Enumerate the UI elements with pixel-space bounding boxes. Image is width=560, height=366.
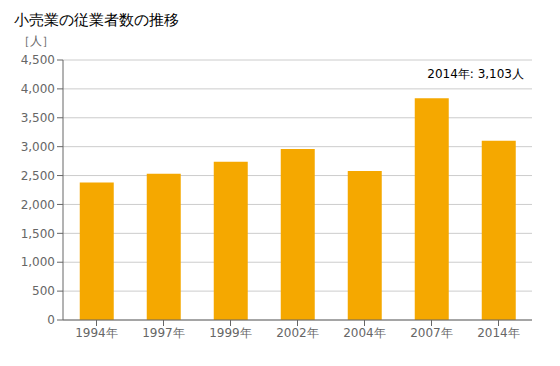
svg-text:1,000: 1,000 bbox=[21, 255, 55, 269]
svg-text:2007年: 2007年 bbox=[410, 326, 453, 340]
svg-text:3,000: 3,000 bbox=[21, 140, 55, 154]
svg-text:4,500: 4,500 bbox=[21, 53, 55, 67]
svg-text:2014年: 2014年 bbox=[477, 326, 520, 340]
html-text:［人］: ［人］ bbox=[18, 34, 54, 48]
svg-text:2004年: 2004年 bbox=[343, 326, 386, 340]
svg-text:0: 0 bbox=[47, 313, 55, 327]
svg-text:1997年: 1997年 bbox=[142, 326, 185, 340]
svg-text:2002年: 2002年 bbox=[276, 326, 319, 340]
svg-text:2,000: 2,000 bbox=[21, 198, 55, 212]
svg-text:2,500: 2,500 bbox=[21, 169, 55, 183]
html-text:小売業の従業者数の推移: 小売業の従業者数の推移 bbox=[14, 11, 179, 29]
svg-text:4,000: 4,000 bbox=[21, 82, 55, 96]
svg-text:1994年: 1994年 bbox=[75, 326, 118, 340]
svg-text:3,500: 3,500 bbox=[21, 111, 55, 125]
svg-text:500: 500 bbox=[32, 284, 55, 298]
html-text:2014年: 3,103人: 2014年: 3,103人 bbox=[427, 67, 524, 81]
svg-text:1999年: 1999年 bbox=[209, 326, 252, 340]
svg-text:1,500: 1,500 bbox=[21, 227, 55, 241]
